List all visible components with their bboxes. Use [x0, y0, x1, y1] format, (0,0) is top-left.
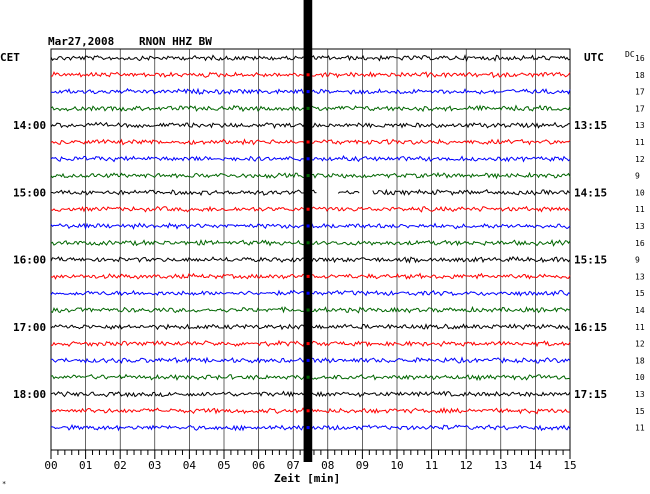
dc-value: 12: [635, 155, 645, 164]
event-trace-mark: [306, 207, 310, 211]
event-trace-mark: [306, 123, 310, 127]
right-timezone-label: UTC: [584, 51, 604, 64]
dc-value: 13: [635, 272, 645, 281]
x-axis-title: Zeit [min]: [274, 472, 340, 485]
event-trace-mark: [306, 241, 310, 245]
x-tick-label: 02: [114, 459, 127, 472]
dc-value: 11: [635, 138, 645, 147]
seismic-trace: [372, 188, 570, 196]
chart-date: Mar27,2008: [48, 35, 114, 48]
x-tick-label: 13: [494, 459, 507, 472]
x-tick-label: 07: [287, 459, 300, 472]
event-trace-mark: [306, 224, 310, 228]
event-trace-mark: [306, 258, 310, 262]
left-hour-label: 15:00: [13, 186, 46, 199]
seismic-trace: [51, 188, 317, 197]
dc-header-label: DC: [625, 50, 635, 59]
left-hour-label: 16:00: [13, 254, 46, 267]
event-trace-mark: [306, 409, 310, 413]
dc-value: 16: [635, 54, 645, 63]
x-tick-label: 00: [44, 459, 57, 472]
x-tick-label: 01: [79, 459, 92, 472]
right-hour-label: 13:15: [574, 119, 607, 132]
left-hour-label: 14:00: [13, 119, 46, 132]
dc-value: 18: [635, 356, 645, 365]
left-timezone-label: CET: [0, 51, 20, 64]
earthquake-event-band: [303, 0, 313, 462]
event-trace-mark: [306, 325, 310, 329]
event-trace-mark: [306, 90, 310, 94]
x-tick-label: 08: [321, 459, 334, 472]
x-tick-label: 09: [356, 459, 369, 472]
chart-station: RNON HHZ BW: [139, 35, 212, 48]
event-trace-mark: [306, 190, 310, 194]
x-axis: 00 01 02 03 04 05 06 07 08 09 10 11 12 13 14 15: [44, 450, 577, 472]
x-tick-label: 10: [390, 459, 403, 472]
event-trace-mark: [306, 56, 310, 60]
dc-value: 15: [635, 289, 645, 298]
dc-value: 13: [635, 222, 645, 231]
time-labels: 14:00 15:00 16:00 17:00 18:00 13:15 14:15 15:15…: [13, 54, 645, 433]
dc-value: 15: [635, 407, 645, 416]
event-trace-mark: [306, 392, 310, 396]
dc-value: 17: [635, 104, 645, 113]
dc-value: 11: [635, 323, 645, 332]
right-hour-label: 16:15: [574, 321, 607, 334]
event-trace-mark: [306, 140, 310, 144]
event-trace-mark: [306, 342, 310, 346]
event-trace-mark: [306, 174, 310, 178]
event-saturated-band: [303, 0, 313, 462]
x-tick-label: 15: [563, 459, 576, 472]
dc-value: 17: [635, 88, 645, 97]
event-trace-mark: [306, 358, 310, 362]
footnote-mark: *: [2, 480, 6, 488]
event-trace-mark: [306, 73, 310, 77]
event-trace-mark: [306, 308, 310, 312]
right-hour-label: 15:15: [574, 254, 607, 267]
event-trace-mark: [306, 106, 310, 110]
dc-value: 9: [635, 172, 640, 181]
event-trace-mark: [306, 375, 310, 379]
dc-value: 10: [635, 188, 645, 197]
x-tick-label: 11: [425, 459, 438, 472]
dc-value: 13: [635, 390, 645, 399]
right-hour-label: 17:15: [574, 388, 607, 401]
event-trace-mark: [306, 291, 310, 295]
x-tick-label: 04: [183, 459, 197, 472]
left-hour-label: 17:00: [13, 321, 46, 334]
right-hour-label: 14:15: [574, 186, 607, 199]
x-tick-label: 12: [460, 459, 473, 472]
x-tick-label: 05: [217, 459, 230, 472]
dc-value: 9: [635, 256, 640, 265]
x-tick-label: 06: [252, 459, 265, 472]
event-trace-mark: [306, 157, 310, 161]
left-hour-label: 18:00: [13, 388, 46, 401]
event-trace-mark: [306, 274, 310, 278]
dc-value: 12: [635, 340, 645, 349]
x-tick-label: 14: [529, 459, 543, 472]
dc-value: 11: [635, 205, 645, 214]
dc-value: 10: [635, 373, 645, 382]
dc-value: 13: [635, 121, 645, 130]
event-trace-mark: [306, 426, 310, 430]
seismic-trace: [337, 190, 360, 195]
dc-value: 14: [635, 306, 645, 315]
dc-value: 11: [635, 424, 645, 433]
dc-value: 16: [635, 239, 645, 248]
dc-value: 18: [635, 71, 645, 80]
x-tick-label: 03: [148, 459, 161, 472]
